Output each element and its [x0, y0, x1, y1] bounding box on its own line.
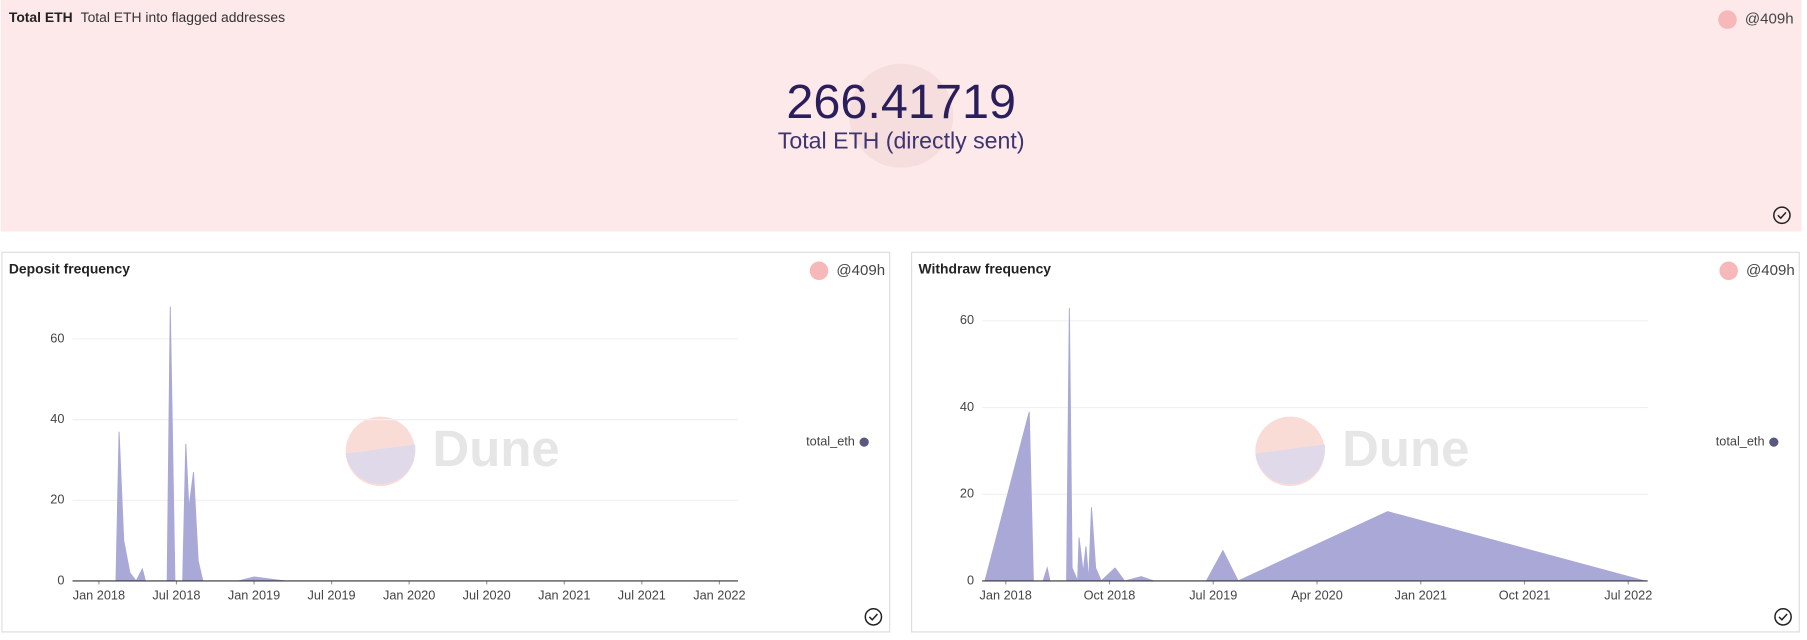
- x-tick-label: Jul 2020: [463, 587, 511, 602]
- check-mark: [868, 613, 879, 621]
- counter-subtitle: Total ETH into flagged addresses: [81, 9, 285, 25]
- y-tick-label: 40: [50, 411, 64, 426]
- x-tick-label: Apr 2020: [1291, 587, 1343, 602]
- watermark-logo: [849, 63, 954, 168]
- check-circle: [1774, 608, 1792, 626]
- x-tick-label: Jan 2018: [73, 587, 125, 602]
- x-tick-label: Jul 2019: [1189, 587, 1237, 602]
- counter-title: Total ETH: [9, 9, 73, 25]
- legend-label[interactable]: total_eth: [806, 433, 855, 448]
- legend-label[interactable]: total_eth: [1716, 433, 1765, 448]
- x-tick-label: Jul 2019: [308, 587, 356, 602]
- x-tick-label: Oct 2021: [1499, 587, 1551, 602]
- x-tick-label: Jan 2018: [980, 587, 1032, 602]
- panel-border: [1, 251, 891, 633]
- user[interactable]: @409h: [1745, 11, 1794, 28]
- avatar: [1719, 261, 1738, 281]
- y-tick-label: 0: [967, 572, 974, 587]
- chart-title: Withdraw frequency: [919, 260, 1052, 276]
- chart-panel: Deposit frequency @409h Dune 0 20 40 60 Jan 201…: [1, 251, 891, 633]
- y-tick-label: 20: [960, 486, 974, 501]
- legend-dot: [859, 437, 869, 447]
- watermark: Dune: [1342, 420, 1469, 477]
- watermark-logo-half: [345, 444, 416, 485]
- x-tick-label: Oct 2018: [1084, 587, 1136, 602]
- x-tick-label: Jan 2021: [538, 587, 590, 602]
- x-tick-label: Jul 2018: [152, 587, 200, 602]
- x-tick-label: Jan 2022: [693, 587, 745, 602]
- avatar: [1718, 10, 1737, 29]
- user[interactable]: @409h: [836, 262, 885, 279]
- area: [982, 307, 1646, 582]
- watermark: Dune: [432, 420, 559, 477]
- avatar: [809, 261, 829, 281]
- y-tick-label: 40: [960, 399, 974, 414]
- x-tick-label: Jan 2020: [383, 587, 435, 602]
- y-tick-label: 60: [50, 330, 64, 345]
- y-tick-label: 60: [960, 312, 974, 327]
- counter-value: 266.41719: [786, 75, 1016, 129]
- chart-panel: Withdraw frequency @409h Dune 0 20 40 60 Jan 20…: [911, 251, 1800, 633]
- legend-dot: [1769, 437, 1779, 447]
- check-mark: [1778, 613, 1788, 621]
- x-tick-label: Jul 2021: [618, 587, 666, 602]
- x-tick-label: Jul 2022: [1604, 587, 1652, 602]
- x-tick-label: Jan 2021: [1395, 587, 1447, 602]
- y-tick-label: 20: [50, 492, 64, 507]
- watermark-logo-half: [1255, 444, 1326, 485]
- check-circle: [864, 608, 883, 626]
- y-tick-label: 0: [57, 572, 64, 587]
- chart-title: Deposit frequency: [9, 260, 130, 276]
- check-icon[interactable]: [1773, 206, 1791, 225]
- check-icon[interactable]: [864, 608, 883, 626]
- user[interactable]: @409h: [1746, 262, 1795, 279]
- check-icon[interactable]: [1774, 608, 1792, 626]
- x-tick-label: Jan 2019: [228, 587, 280, 602]
- counter-label: Total ETH (directly sent): [778, 127, 1025, 153]
